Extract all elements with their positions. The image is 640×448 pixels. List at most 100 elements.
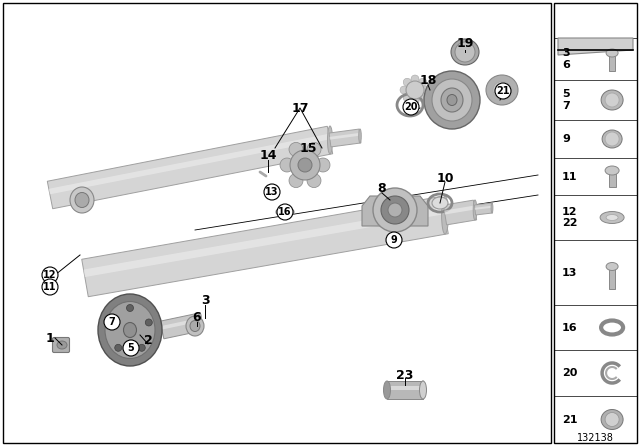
Circle shape <box>115 345 122 351</box>
Ellipse shape <box>307 173 321 188</box>
Ellipse shape <box>403 78 412 86</box>
Ellipse shape <box>606 49 618 57</box>
Circle shape <box>605 93 619 107</box>
Text: 16: 16 <box>278 207 292 217</box>
Polygon shape <box>444 206 475 215</box>
Ellipse shape <box>186 316 204 336</box>
Ellipse shape <box>280 158 294 172</box>
Ellipse shape <box>419 94 427 102</box>
Text: 11: 11 <box>562 172 577 181</box>
Text: 6: 6 <box>193 310 202 323</box>
Polygon shape <box>161 318 200 330</box>
Text: 5: 5 <box>127 343 134 353</box>
Ellipse shape <box>606 263 618 271</box>
Ellipse shape <box>98 294 162 366</box>
Ellipse shape <box>601 90 623 110</box>
Ellipse shape <box>359 129 361 143</box>
Circle shape <box>264 184 280 200</box>
Text: 16: 16 <box>562 323 578 332</box>
Ellipse shape <box>491 203 493 213</box>
Polygon shape <box>84 207 445 277</box>
Polygon shape <box>475 206 492 210</box>
Ellipse shape <box>422 86 430 94</box>
Text: 19: 19 <box>456 36 474 49</box>
Circle shape <box>298 158 312 172</box>
Circle shape <box>108 320 115 327</box>
Text: 11: 11 <box>44 282 57 292</box>
Text: 14: 14 <box>259 148 276 161</box>
Polygon shape <box>82 196 448 297</box>
Text: 1: 1 <box>45 332 54 345</box>
Ellipse shape <box>289 173 303 188</box>
Ellipse shape <box>602 130 622 148</box>
Ellipse shape <box>419 381 426 399</box>
Polygon shape <box>444 200 477 225</box>
Ellipse shape <box>411 97 419 105</box>
Circle shape <box>386 232 402 248</box>
Ellipse shape <box>307 142 321 156</box>
Polygon shape <box>558 38 633 55</box>
Text: 18: 18 <box>419 73 436 86</box>
Circle shape <box>381 196 409 224</box>
Circle shape <box>123 340 139 356</box>
Text: 21: 21 <box>496 86 509 96</box>
Polygon shape <box>47 126 333 209</box>
Ellipse shape <box>328 126 333 154</box>
Circle shape <box>605 413 619 426</box>
Text: 9: 9 <box>562 134 570 144</box>
Text: 12: 12 <box>44 270 57 280</box>
Text: 17: 17 <box>291 102 308 115</box>
Text: 20: 20 <box>404 102 418 112</box>
Polygon shape <box>329 129 361 147</box>
Ellipse shape <box>606 215 618 220</box>
Text: 23: 23 <box>396 369 413 382</box>
Circle shape <box>42 279 58 295</box>
Bar <box>3 3 551 443</box>
Ellipse shape <box>383 381 390 399</box>
Ellipse shape <box>432 197 448 209</box>
Ellipse shape <box>451 39 479 65</box>
Circle shape <box>495 83 511 99</box>
Ellipse shape <box>403 94 412 102</box>
Circle shape <box>138 345 145 351</box>
Ellipse shape <box>441 88 463 112</box>
Text: 8: 8 <box>378 181 387 194</box>
Ellipse shape <box>280 209 290 215</box>
Bar <box>609 267 615 289</box>
Polygon shape <box>362 196 428 226</box>
Text: 12
22: 12 22 <box>562 207 577 228</box>
Circle shape <box>127 305 134 311</box>
Ellipse shape <box>493 82 511 99</box>
Text: 10: 10 <box>436 172 454 185</box>
Ellipse shape <box>424 71 480 129</box>
Text: 3: 3 <box>201 293 209 306</box>
Ellipse shape <box>289 142 303 156</box>
Ellipse shape <box>411 75 419 83</box>
Text: 132138: 132138 <box>577 433 614 443</box>
Text: 2: 2 <box>143 333 152 346</box>
Ellipse shape <box>316 158 330 172</box>
Text: 5
7: 5 7 <box>562 89 570 111</box>
Circle shape <box>406 81 424 99</box>
Polygon shape <box>330 133 360 140</box>
Circle shape <box>388 203 402 217</box>
Text: 15: 15 <box>300 142 317 155</box>
Bar <box>554 3 637 443</box>
Ellipse shape <box>400 86 408 94</box>
Polygon shape <box>474 203 493 215</box>
Circle shape <box>290 150 320 180</box>
Text: 9: 9 <box>390 235 397 245</box>
Circle shape <box>403 99 419 115</box>
Ellipse shape <box>600 211 624 224</box>
Ellipse shape <box>276 207 294 217</box>
Ellipse shape <box>447 95 457 105</box>
Ellipse shape <box>124 323 136 337</box>
Ellipse shape <box>419 78 427 86</box>
Text: 13: 13 <box>265 187 279 197</box>
Circle shape <box>145 319 152 326</box>
FancyBboxPatch shape <box>52 337 70 353</box>
Circle shape <box>104 314 120 330</box>
Ellipse shape <box>442 196 449 234</box>
Ellipse shape <box>57 341 67 349</box>
Polygon shape <box>387 386 423 390</box>
